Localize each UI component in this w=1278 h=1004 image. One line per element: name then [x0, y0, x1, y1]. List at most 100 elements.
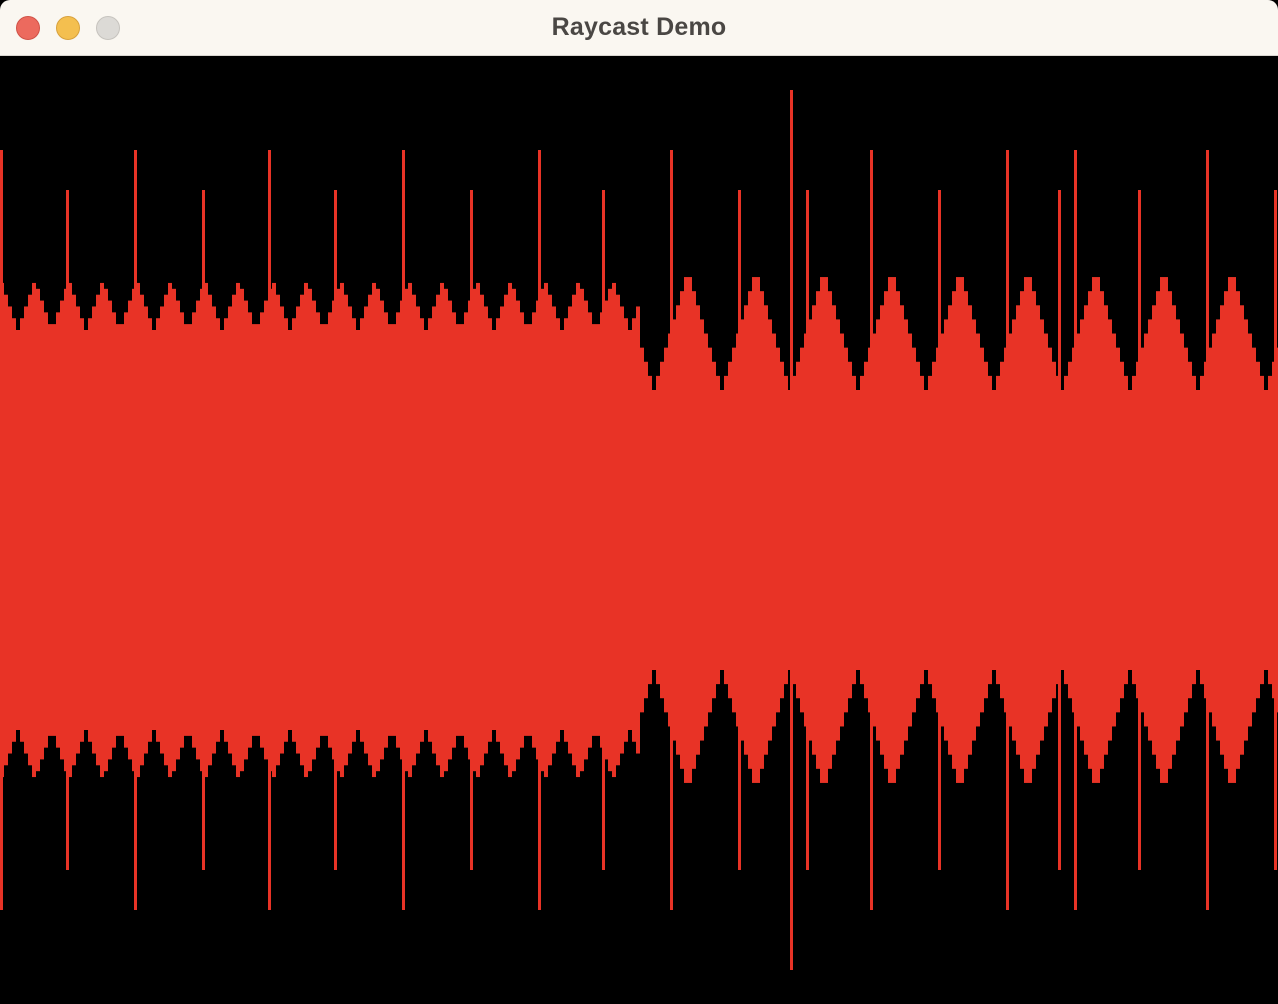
minimize-button[interactable] [56, 16, 80, 40]
wall-column [72, 294, 76, 766]
wall-column [680, 291, 684, 769]
wall-column [1192, 375, 1196, 685]
wall-column [1260, 375, 1264, 685]
wall-column [920, 375, 924, 685]
zoom-button[interactable] [96, 16, 120, 40]
window-title: Raycast Demo [551, 13, 727, 41]
wall-column [452, 312, 456, 748]
wall-column [764, 305, 768, 755]
wall-column [1168, 291, 1172, 769]
wall-column [296, 306, 300, 754]
wall-column [1068, 361, 1072, 699]
wall-column [856, 390, 860, 670]
wall-column [184, 324, 188, 736]
wall-column [628, 330, 632, 730]
wall-column [624, 318, 628, 742]
wall-column [956, 277, 960, 783]
wall-column [196, 300, 200, 760]
wall-column [256, 324, 260, 736]
wall-column [612, 282, 616, 778]
wall-column [1076, 333, 1080, 727]
wall-column [412, 294, 416, 766]
title-bar[interactable]: Raycast Demo [0, 0, 1278, 56]
wall-column [796, 361, 800, 699]
wall-column [68, 282, 72, 778]
wall-column [960, 277, 964, 783]
wall-column [692, 291, 696, 769]
wall-column [776, 347, 780, 713]
wall-column [1020, 291, 1024, 769]
wall-spike [470, 190, 473, 870]
wall-column [416, 306, 420, 754]
wall-column [596, 324, 600, 736]
wall-column [1200, 375, 1204, 685]
wall-column [144, 306, 148, 754]
wall-column [308, 288, 312, 772]
wall-column [608, 288, 612, 772]
wall-column [232, 294, 236, 766]
wall-column [108, 300, 112, 760]
wall-column [188, 324, 192, 736]
wall-column [972, 319, 976, 741]
wall-column [688, 277, 692, 783]
wall-column [772, 333, 776, 727]
wall-column [1160, 277, 1164, 783]
wall-spike [0, 150, 3, 910]
wall-column [148, 318, 152, 742]
wall-column [640, 347, 644, 713]
wall-column [32, 282, 36, 778]
wall-column [544, 282, 548, 778]
wall-column [224, 318, 228, 742]
wall-column [572, 294, 576, 766]
wall-column [1176, 319, 1180, 741]
wall-spike [1274, 190, 1277, 870]
wall-column [220, 330, 224, 730]
wall-spike [402, 150, 405, 910]
wall-column [128, 300, 132, 760]
wall-column [320, 324, 324, 736]
wall-column [36, 288, 40, 772]
wall-column [732, 347, 736, 713]
wall-column [500, 306, 504, 754]
wall-column [472, 288, 476, 772]
wall-column [172, 288, 176, 772]
wall-column [336, 288, 340, 772]
wall-column [408, 282, 412, 778]
wall-column [164, 294, 168, 766]
close-button[interactable] [16, 16, 40, 40]
wall-column [460, 324, 464, 736]
wall-column [812, 305, 816, 755]
wall-column [428, 318, 432, 742]
wall-column [720, 390, 724, 670]
wall-column [84, 330, 88, 730]
wall-column [952, 291, 956, 769]
wall-column [312, 300, 316, 760]
wall-column [948, 305, 952, 755]
wall-column [808, 319, 812, 741]
wall-column [916, 361, 920, 699]
wall-column [1048, 347, 1052, 713]
wall-spike [1006, 150, 1009, 910]
wall-spike [538, 150, 541, 910]
wall-column [476, 282, 480, 778]
wall-column [700, 319, 704, 741]
wall-column [632, 318, 636, 742]
wall-column [744, 305, 748, 755]
wall-column [1124, 375, 1128, 685]
wall-column [492, 330, 496, 730]
wall-column [1268, 375, 1272, 685]
wall-column [388, 324, 392, 736]
wall-column [20, 318, 24, 742]
wall-column [548, 294, 552, 766]
raycast-viewport[interactable] [0, 56, 1278, 1004]
wall-column [712, 361, 716, 699]
wall-column [88, 318, 92, 742]
wall-spike [268, 150, 271, 910]
wall-column [780, 361, 784, 699]
wall-column [424, 330, 428, 730]
wall-column [440, 282, 444, 778]
wall-column [592, 324, 596, 736]
wall-column [652, 390, 656, 670]
wall-column [648, 375, 652, 685]
wall-column [604, 300, 608, 760]
